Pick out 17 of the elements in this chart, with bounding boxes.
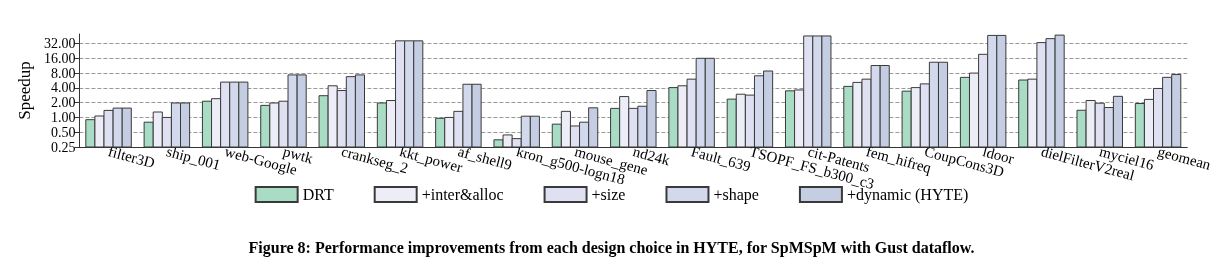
x-tick-label: filter3D — [106, 143, 157, 172]
y-tick-label: 4.00 — [50, 80, 76, 96]
y-tick-label: 0.50 — [50, 124, 76, 140]
legend-label: DRT — [302, 186, 334, 203]
y-tick-label: 2.00 — [50, 95, 76, 111]
legend-label: +shape — [713, 186, 759, 204]
y-tick-label: 8.00 — [50, 65, 76, 81]
text: Figure 8: Performance improvements from each design choice in HYTE, for SpMSpM with Gust dataflow. — [248, 238, 975, 257]
x-tick-label: geomean — [1155, 143, 1213, 173]
y-axis-title: Speedup — [15, 61, 34, 120]
y-tick-label: 32.00 — [43, 36, 76, 52]
y-tick-label: 16.00 — [43, 50, 76, 66]
legend-label: +size — [591, 186, 626, 203]
x-tick-label: ship_001 — [164, 143, 223, 173]
legend-label: +inter&alloc — [421, 186, 504, 203]
y-tick-label: 0.25 — [50, 139, 76, 155]
y-tick-label: 1.00 — [50, 109, 76, 125]
